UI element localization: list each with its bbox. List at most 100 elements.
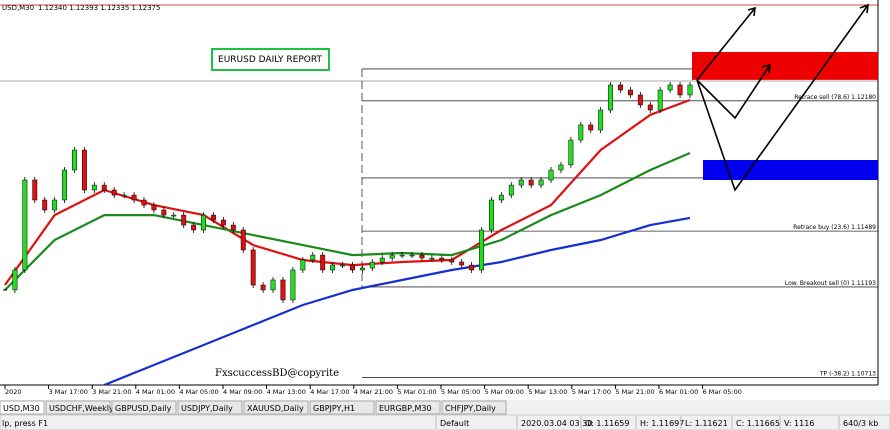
candle [250,249,256,286]
zone [703,160,878,181]
tab-label[interactable]: EURGBP,M30 [379,404,432,413]
x-tick-label: 5 Mar 17:00 [572,388,611,396]
status-item: Default [440,419,469,428]
candle [578,124,584,141]
candle [290,269,296,301]
candle [588,124,594,131]
x-tick-label: 4 Mar 01:00 [136,388,175,396]
candle [3,289,7,291]
report-box [211,48,330,71]
candle [230,224,236,231]
x-tick-label: 4 Mar 17:00 [310,388,349,396]
candle [161,209,167,216]
x-tick-label: 2020 [5,388,22,396]
candle [62,169,68,201]
candle [647,104,653,111]
candle [151,204,157,211]
candle [667,84,673,91]
status-item: lp, press F1 [2,419,48,428]
candle [220,219,226,226]
tab[interactable] [441,400,507,415]
candle [508,184,514,196]
status-item: 2020.03.04 03:30 [521,419,592,428]
x-tick-label: 6 Mar 05:00 [703,388,742,396]
tab[interactable] [177,400,243,415]
x-tick-label: 5 Mar 09:00 [485,388,524,396]
tab-label[interactable]: USDJPY,Daily [181,404,233,413]
candle [191,224,197,231]
candle [141,199,147,206]
candle [598,109,604,131]
candle [359,267,365,271]
candle [42,199,48,211]
candle [111,189,117,196]
candle [637,94,643,106]
tab-label[interactable]: XAUUSD,Daily [247,404,304,413]
candle [260,284,266,291]
tabs: USD,M30 USDCHF,Weekly GBPUSD,Daily USDJPY,D… [0,400,507,415]
status-item: H: 1.11697 [640,419,684,428]
tab[interactable] [243,400,309,415]
x-tick-label: 5 Mar 21:00 [615,388,654,396]
candle [22,179,28,271]
x-tick-label: 5 Mar 01:00 [397,388,436,396]
x-tick-label: 4 Mar 09:00 [223,388,262,396]
x-axis-labels: 2020 3 Mar 17:00 3 Mar 21:00 4 Mar 01:00 4 M… [4,385,742,396]
candle [300,259,306,271]
candle [81,149,87,191]
candle [399,254,405,257]
candle [528,179,534,186]
candle [479,229,484,271]
candle [211,214,216,221]
tab[interactable] [309,400,375,415]
candle [677,84,683,96]
tab-label[interactable]: USD,M30 [3,404,40,413]
moving-average [4,151,691,291]
candle [201,214,207,231]
candle [369,261,375,269]
tab-label[interactable]: GBPJPY,H1 [313,404,355,413]
x-tick-label: 5 Mar 05:00 [441,388,480,396]
x-tick-label: 4 Mar 13:00 [267,388,306,396]
candle [618,84,623,91]
tab[interactable] [375,400,441,415]
candle [439,257,445,261]
candle [498,194,504,201]
candle [429,257,435,260]
candle [270,279,276,291]
projection-arrows [696,3,869,192]
report-title: EURUSD DAILY REPORT [218,55,322,65]
candle [379,257,385,263]
tab[interactable] [111,400,177,415]
candle [121,194,127,197]
tab-label[interactable]: GBPUSD,Daily [115,404,172,413]
tab-label[interactable]: USDCHF,Weekly [49,404,114,413]
candle [72,149,77,171]
candle [469,264,475,271]
status-item: 640/3 kb [843,419,878,428]
candle [91,184,97,191]
candle [389,254,395,259]
candle [538,179,544,186]
candle [687,84,693,96]
candle [12,269,18,291]
candle [568,139,574,166]
candle [101,184,107,191]
candle [52,199,58,211]
candles [3,81,693,303]
candle [657,89,663,111]
candle [330,264,336,271]
tab-label[interactable]: CHFJPY,Daily [445,404,496,413]
tab[interactable] [45,400,111,415]
candle [627,89,633,96]
status: lp, press F1 Default 2020.03.04 03:30O: 1.… [2,416,878,429]
tab[interactable] [0,400,45,415]
candle [548,169,554,181]
x-tick-label: 6 Mar 01:00 [659,388,698,396]
symbol-header: USD,M30 [2,4,34,12]
status-bar [0,414,890,430]
candle [449,259,455,263]
status-item: L: 1.11621 [685,419,728,428]
candle [32,179,38,201]
status-item: V: 1116 [784,419,814,428]
